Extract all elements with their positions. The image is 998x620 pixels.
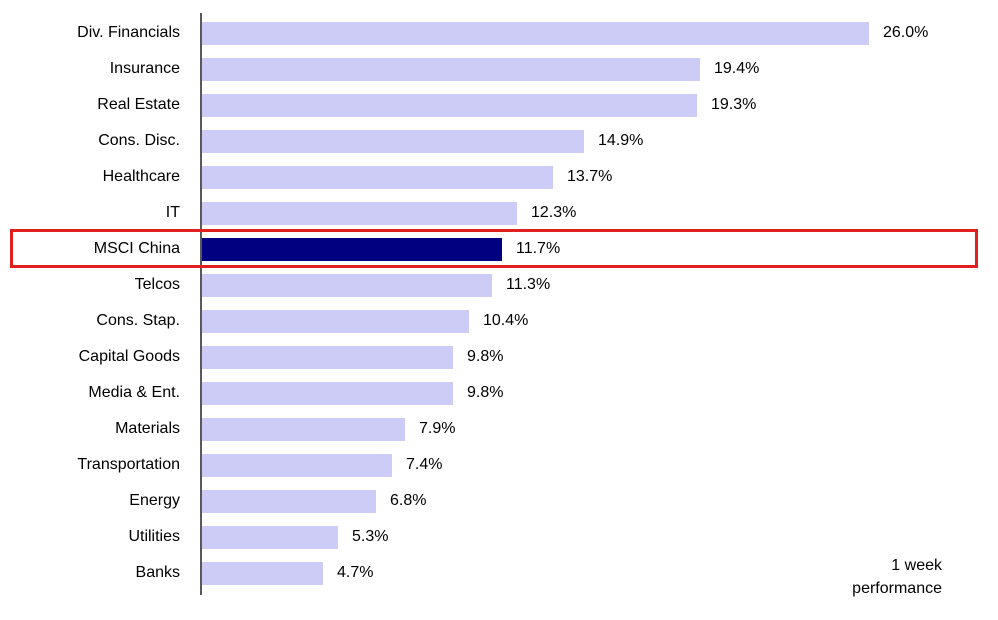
bar [202,381,453,405]
value-label: 11.7% [516,240,561,257]
chart-row: Insurance 19.4% [0,51,998,87]
bar [202,93,697,117]
category-label: Transportation [77,456,180,473]
plot-area: 26.0% [202,15,998,51]
performance-note: 1 week performance [852,554,942,600]
chart-row: Banks 4.7% [0,555,998,591]
value-label: 19.3% [711,96,757,113]
note-line-2: performance [852,580,942,597]
category-label: Telcos [134,276,180,293]
bar [202,417,405,441]
chart-rows: Div. Financials 26.0% Insurance 19.4% Real E… [0,15,998,591]
category-label: Capital Goods [78,348,180,365]
chart-row: Capital Goods 9.8% [0,339,998,375]
plot-area: 10.4% [202,303,998,339]
category-label: Cons. Stap. [96,312,180,329]
bar [202,309,469,333]
category-label: Cons. Disc. [98,132,180,149]
bar [202,201,517,225]
plot-area: 11.7% [202,231,998,267]
value-label: 11.3% [506,276,551,293]
chart-row: Materials 7.9% [0,411,998,447]
value-label: 5.3% [352,528,389,545]
plot-area: 14.9% [202,123,998,159]
value-label: 9.8% [467,348,504,365]
category-label: Media & Ent. [88,384,180,401]
plot-area: 9.8% [202,339,998,375]
bar-highlighted [202,237,502,261]
category-label: Healthcare [102,168,180,185]
category-label: Insurance [109,60,180,77]
chart-row: Telcos 11.3% [0,267,998,303]
bar [202,489,376,513]
chart-row: Cons. Disc. 14.9% [0,123,998,159]
chart-row: Energy 6.8% [0,483,998,519]
chart-row: Transportation 7.4% [0,447,998,483]
plot-area: 5.3% [202,519,998,555]
plot-area: 7.4% [202,447,998,483]
bar [202,57,700,81]
value-label: 14.9% [598,132,644,149]
note-line-1: 1 week [891,557,942,574]
plot-area: 13.7% [202,159,998,195]
chart-row: Media & Ent. 9.8% [0,375,998,411]
plot-area: 11.3% [202,267,998,303]
value-label: 12.3% [531,204,577,221]
value-label: 6.8% [390,492,427,509]
plot-area: 4.7% [202,555,998,591]
chart-row: Cons. Stap. 10.4% [0,303,998,339]
value-label: 13.7% [567,168,613,185]
chart-row: Healthcare 13.7% [0,159,998,195]
bar [202,273,492,297]
value-label: 7.9% [419,420,456,437]
bar [202,129,584,153]
category-label: IT [165,204,180,221]
category-label: Materials [115,420,180,437]
category-label: Energy [129,492,180,509]
bar [202,21,869,45]
chart-row: MSCI China 11.7% [0,231,998,267]
bar [202,165,553,189]
bar [202,345,453,369]
value-label: 4.7% [337,564,374,581]
value-label: 10.4% [483,312,529,329]
plot-area: 6.8% [202,483,998,519]
value-label: 7.4% [406,456,443,473]
chart-row: Div. Financials 26.0% [0,15,998,51]
chart-row: Real Estate 19.3% [0,87,998,123]
plot-area: 9.8% [202,375,998,411]
plot-area: 19.4% [202,51,998,87]
value-label: 26.0% [883,24,929,41]
category-label: MSCI China [93,240,180,257]
plot-area: 19.3% [202,87,998,123]
category-label: Banks [135,564,180,581]
category-label: Real Estate [97,96,180,113]
y-axis-line [200,13,202,595]
plot-area: 7.9% [202,411,998,447]
bar [202,525,338,549]
bar [202,453,392,477]
plot-area: 12.3% [202,195,998,231]
chart-row: Utilities 5.3% [0,519,998,555]
bar [202,561,323,585]
value-label: 19.4% [714,60,760,77]
value-label: 9.8% [467,384,504,401]
category-label: Utilities [128,528,180,545]
chart-row: IT 12.3% [0,195,998,231]
category-label: Div. Financials [77,24,180,41]
